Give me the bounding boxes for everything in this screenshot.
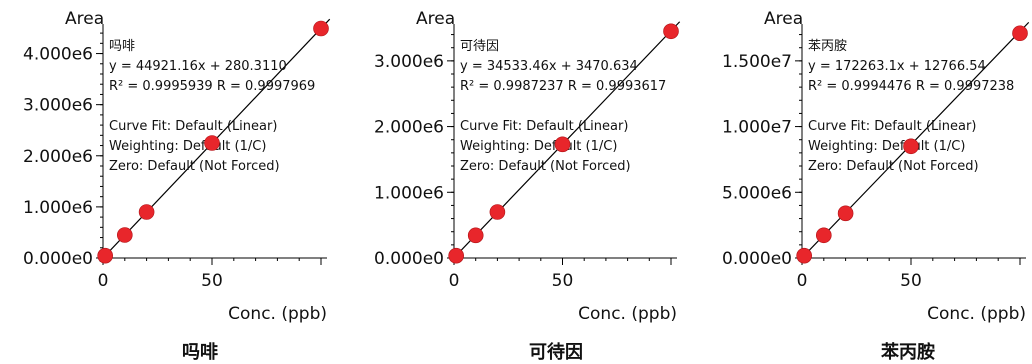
chart-caption: 苯丙胺	[881, 342, 935, 363]
annotation-text: Weighting: Default (1/C)	[808, 139, 965, 154]
annotation-text: Zero: Default (Not Forced)	[808, 159, 979, 174]
x-axis-label: Conc. (ppb)	[927, 304, 1026, 324]
data-point	[1012, 25, 1028, 42]
calibration-chart-morphine: Area 0.000e0 1.000e6 2.000e6 3.000e6 4.000e6 0…	[23, 9, 331, 324]
calibration-chart-codeine: Area 0.000e0 1.000e6 2.000e6 3.000e6 0 50Conc.…	[374, 9, 681, 324]
annotation-text: Curve Fit: Default (Linear)	[460, 119, 628, 134]
chart-panel-morphine: Area 0.000e0 1.000e6 2.000e6 3.000e6 4.000e6 0…	[0, 0, 344, 363]
data-point	[837, 205, 854, 222]
annotation-text: y = 34533.46x + 3470.634	[460, 59, 638, 74]
annotation-text: 苯丙胺	[808, 39, 847, 54]
y-tick-label: 1.500e7	[722, 52, 792, 72]
y-tick-label: 4.000e6	[23, 45, 93, 65]
y-tick-label: 3.000e6	[374, 52, 444, 72]
annotation-text: Weighting: Default (1/C)	[109, 139, 266, 154]
y-tick-label: 1.000e6	[23, 198, 93, 218]
annotation-text: R² = 0.9994476 R = 0.9997238	[808, 79, 1014, 94]
data-point	[663, 23, 679, 40]
chart-caption: 可待因	[529, 342, 583, 363]
annotation-group: 苯丙胺 y = 172263.1x + 12766.54 R² = 0.999447…	[808, 39, 1014, 174]
y-tick-label: 0.000e0	[374, 249, 444, 269]
y-axis-label: Area	[65, 9, 104, 29]
x-tick-label: 0	[797, 271, 808, 291]
chart-panel-amphetamine: Area 0.000e0 5.000e6 1.000e7 1.500e7 0 50 Conc.…	[688, 0, 1032, 363]
x-tick-label: 50	[900, 271, 922, 291]
annotation-group: 吗啡 y = 44921.16x + 280.3110 R² = 0.9995939…	[109, 39, 315, 174]
y-tick-label: 0.000e0	[23, 249, 93, 269]
annotation-text: Curve Fit: Default (Linear)	[808, 119, 976, 134]
annotation-text: Weighting: Default (1/C)	[460, 139, 617, 154]
data-point	[796, 247, 812, 264]
annotation-text: 可待因	[460, 39, 499, 54]
y-tick-label: 1.000e7	[722, 118, 792, 138]
x-tick-label: 0	[98, 271, 109, 291]
y-axis-label: Area	[764, 9, 803, 29]
data-point	[138, 204, 155, 220]
y-tick-label: 0.000e0	[722, 249, 792, 269]
data-point	[467, 227, 484, 244]
data-point	[903, 138, 919, 155]
y-tick-label: 5.000e6	[722, 183, 792, 203]
x-tick-label: 50	[201, 271, 223, 291]
annotation-text: y = 44921.16x + 280.3110	[109, 59, 287, 74]
annotation-text: 吗啡	[109, 39, 135, 54]
x-axis-label: Conc. (ppb)	[228, 304, 327, 324]
annotation-text: Zero: Default (Not Forced)	[109, 159, 280, 174]
data-point	[489, 204, 506, 220]
annotation-text: Curve Fit: Default (Linear)	[109, 119, 277, 134]
chart-panel-codeine: Area 0.000e0 1.000e6 2.000e6 3.000e6 0 50 Conc.…	[344, 0, 688, 363]
annotation-text: y = 172263.1x + 12766.54	[808, 59, 986, 74]
x-axis-label: Conc. (ppb)	[578, 304, 677, 324]
data-point	[448, 247, 464, 264]
annotation-text: R² = 0.9995939 R = 0.9997969	[109, 79, 315, 94]
data-point	[97, 247, 113, 264]
chart-caption: 吗啡	[182, 342, 218, 363]
data-point	[117, 227, 133, 243]
calibration-chart-amphetamine: Area 0.000e0 5.000e6 1.000e7 1.500e7 0 50Conc.…	[722, 9, 1030, 324]
x-tick-label: 0	[449, 271, 460, 291]
annotation-group: 可待因 y = 34533.46x + 3470.634 R² = 0.998723…	[460, 39, 666, 174]
y-tick-label: 3.000e6	[23, 96, 93, 116]
data-point	[554, 136, 571, 153]
data-point	[816, 227, 832, 244]
annotation-text: Zero: Default (Not Forced)	[460, 159, 631, 174]
y-axis-label: Area	[416, 9, 455, 29]
y-tick-label: 2.000e6	[374, 118, 444, 138]
data-point	[204, 135, 220, 151]
data-point	[313, 20, 329, 37]
annotation-text: R² = 0.9987237 R = 0.9993617	[460, 79, 666, 94]
y-tick-label: 2.000e6	[23, 147, 93, 167]
x-tick-label: 50	[552, 271, 574, 291]
y-tick-label: 1.000e6	[374, 183, 444, 203]
